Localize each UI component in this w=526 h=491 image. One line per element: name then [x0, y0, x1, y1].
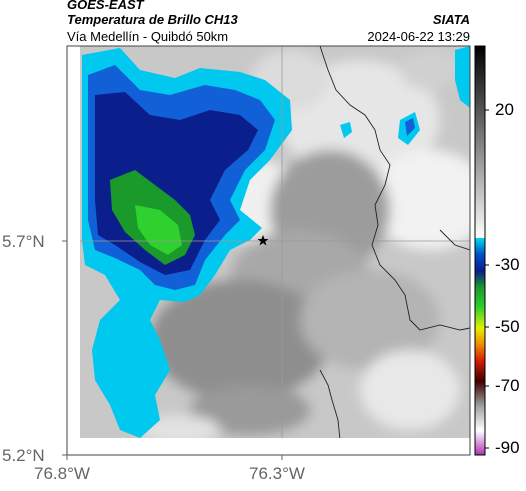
- product-title: Temperatura de Brillo CH13: [67, 12, 238, 27]
- star-icon: [257, 235, 269, 246]
- agency-label: SIATA: [432, 12, 470, 27]
- cloud-field: [140, 50, 470, 445]
- lat-tick-label: 5.2°N: [2, 446, 45, 465]
- colorbar: [474, 45, 486, 456]
- satellite-title: GOES-EAST: [67, 0, 144, 12]
- timestamp-label: 2024-06-22 13:29: [367, 29, 470, 44]
- colorbar-tick-label: -50: [495, 317, 520, 336]
- convective-cloud: [82, 46, 470, 438]
- route-subtitle: Vía Medellín - Quibdó 50km: [67, 29, 229, 44]
- colorbar-tick-label: -30: [495, 255, 520, 274]
- lat-tick-label: 5.7°N: [2, 232, 45, 251]
- colorbar-tick-label: -70: [495, 376, 520, 395]
- map-area: [67, 46, 470, 455]
- lon-tick-label: 76.8°W: [34, 464, 90, 483]
- lon-tick-label: 76.3°W: [249, 464, 305, 483]
- colorbar-tick-label: 20: [495, 100, 514, 119]
- colorbar-tick-label: -90: [495, 438, 520, 457]
- department-border: [319, 46, 470, 331]
- border-segment: [439, 229, 470, 251]
